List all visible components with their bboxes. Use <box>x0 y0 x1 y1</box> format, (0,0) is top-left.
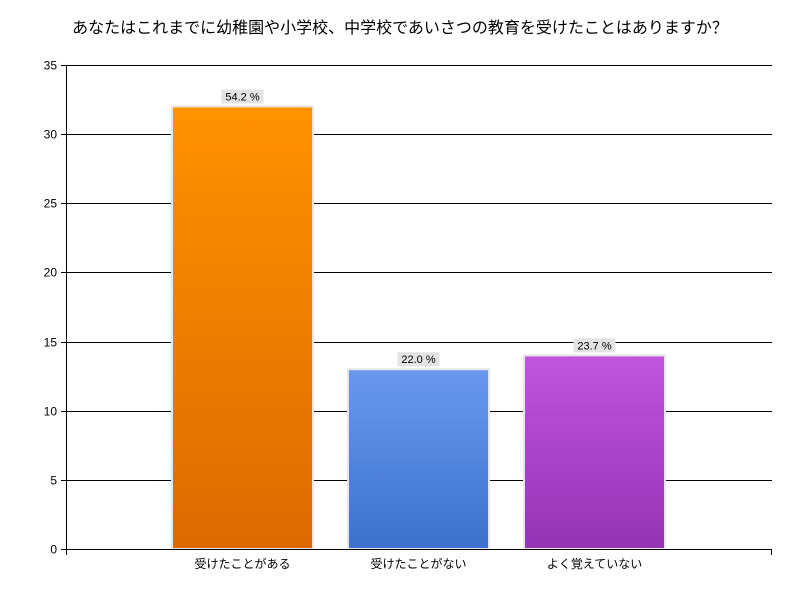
y-tick-label: 35 <box>44 59 58 73</box>
x-tick-label: 受けたことがある <box>194 556 290 571</box>
y-tick-label: 20 <box>44 266 58 280</box>
data-label-box <box>573 338 616 353</box>
data-label-box <box>397 352 440 367</box>
data-label-box <box>221 89 264 104</box>
y-tick-label: 10 <box>44 405 58 419</box>
y-tick-label: 5 <box>50 474 57 488</box>
bar <box>347 368 490 550</box>
y-tick-label: 0 <box>50 543 57 557</box>
data-label: 54.2 % <box>225 91 259 103</box>
y-tick-label: 25 <box>44 197 58 211</box>
bar <box>523 354 666 550</box>
y-tick-label: 30 <box>44 128 58 142</box>
chart-title: あなたはこれまでに幼稚園や小学校、中学校であいさつの教育を受けたことはありますか… <box>72 18 728 37</box>
bar <box>171 105 314 550</box>
y-tick-label: 15 <box>44 336 58 350</box>
x-tick-label: よく覚えていない <box>547 557 642 571</box>
x-tick-label: 受けたことがない <box>370 556 466 571</box>
data-label: 23.7 % <box>577 340 611 352</box>
data-label: 22.0 % <box>401 354 435 366</box>
